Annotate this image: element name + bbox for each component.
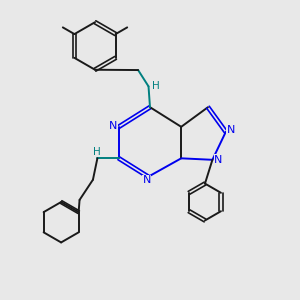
Text: N: N xyxy=(214,155,223,165)
Text: N: N xyxy=(227,125,235,135)
Text: H: H xyxy=(93,147,101,157)
Text: N: N xyxy=(142,175,151,185)
Text: H: H xyxy=(152,81,160,91)
Text: N: N xyxy=(109,121,118,131)
